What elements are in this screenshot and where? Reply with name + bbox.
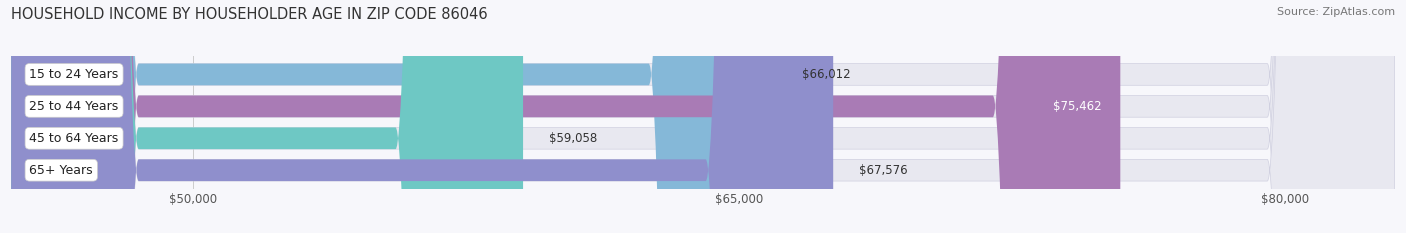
Text: $67,576: $67,576 xyxy=(859,164,907,177)
FancyBboxPatch shape xyxy=(11,0,1121,233)
Text: Source: ZipAtlas.com: Source: ZipAtlas.com xyxy=(1277,7,1395,17)
FancyBboxPatch shape xyxy=(11,0,1395,233)
Text: 65+ Years: 65+ Years xyxy=(30,164,93,177)
FancyBboxPatch shape xyxy=(11,0,776,233)
Text: 45 to 64 Years: 45 to 64 Years xyxy=(30,132,118,145)
FancyBboxPatch shape xyxy=(11,0,1395,233)
FancyBboxPatch shape xyxy=(11,0,523,233)
FancyBboxPatch shape xyxy=(11,0,834,233)
Text: 25 to 44 Years: 25 to 44 Years xyxy=(30,100,118,113)
Text: HOUSEHOLD INCOME BY HOUSEHOLDER AGE IN ZIP CODE 86046: HOUSEHOLD INCOME BY HOUSEHOLDER AGE IN Z… xyxy=(11,7,488,22)
Text: $66,012: $66,012 xyxy=(801,68,851,81)
Text: 15 to 24 Years: 15 to 24 Years xyxy=(30,68,118,81)
FancyBboxPatch shape xyxy=(11,0,1395,233)
Text: $59,058: $59,058 xyxy=(548,132,596,145)
FancyBboxPatch shape xyxy=(11,0,1395,233)
Text: $75,462: $75,462 xyxy=(1053,100,1102,113)
